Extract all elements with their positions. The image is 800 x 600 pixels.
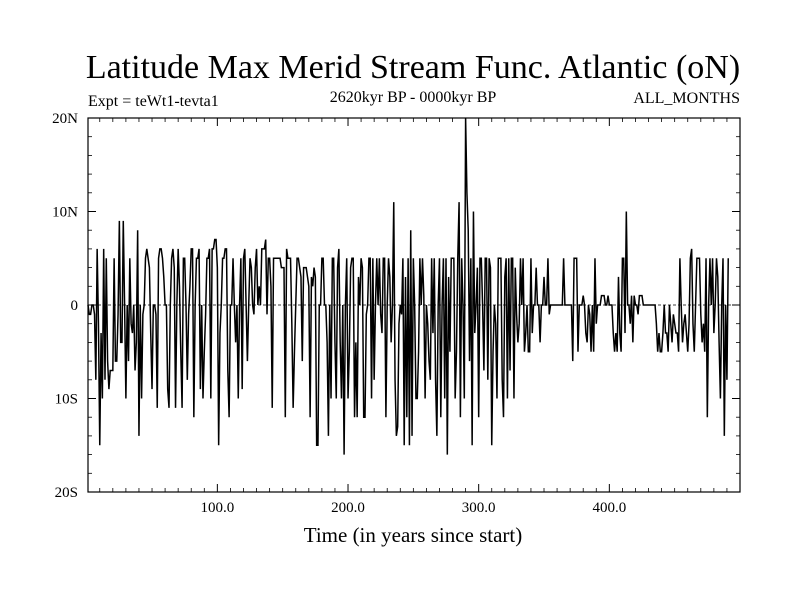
- x-axis-label: Time (in years since start): [304, 523, 523, 547]
- plot-frame: [87, 117, 741, 493]
- y-tick-label: 20S: [55, 485, 78, 501]
- y-tick-label: 20N: [52, 111, 78, 127]
- y-tick-label: 10N: [52, 205, 78, 221]
- series-line: [87, 117, 729, 455]
- x-tick-label: 100.0: [200, 500, 234, 516]
- chart-title: Latitude Max Merid Stream Func. Atlantic…: [86, 49, 740, 86]
- chart-subtitle-left: Expt = teWt1-tevta1: [88, 93, 219, 110]
- chart-subtitle-center: 2620kyr BP - 0000kyr BP: [330, 89, 497, 106]
- x-tick-label: 200.0: [331, 500, 365, 516]
- x-tick-label: 300.0: [462, 500, 496, 516]
- series-layer: [87, 117, 729, 455]
- y-tick-label: 10S: [55, 392, 78, 408]
- chart-subtitle-right: ALL_MONTHS: [633, 90, 740, 107]
- y-tick-label: 0: [71, 298, 79, 314]
- x-tick-label: 400.0: [592, 500, 626, 516]
